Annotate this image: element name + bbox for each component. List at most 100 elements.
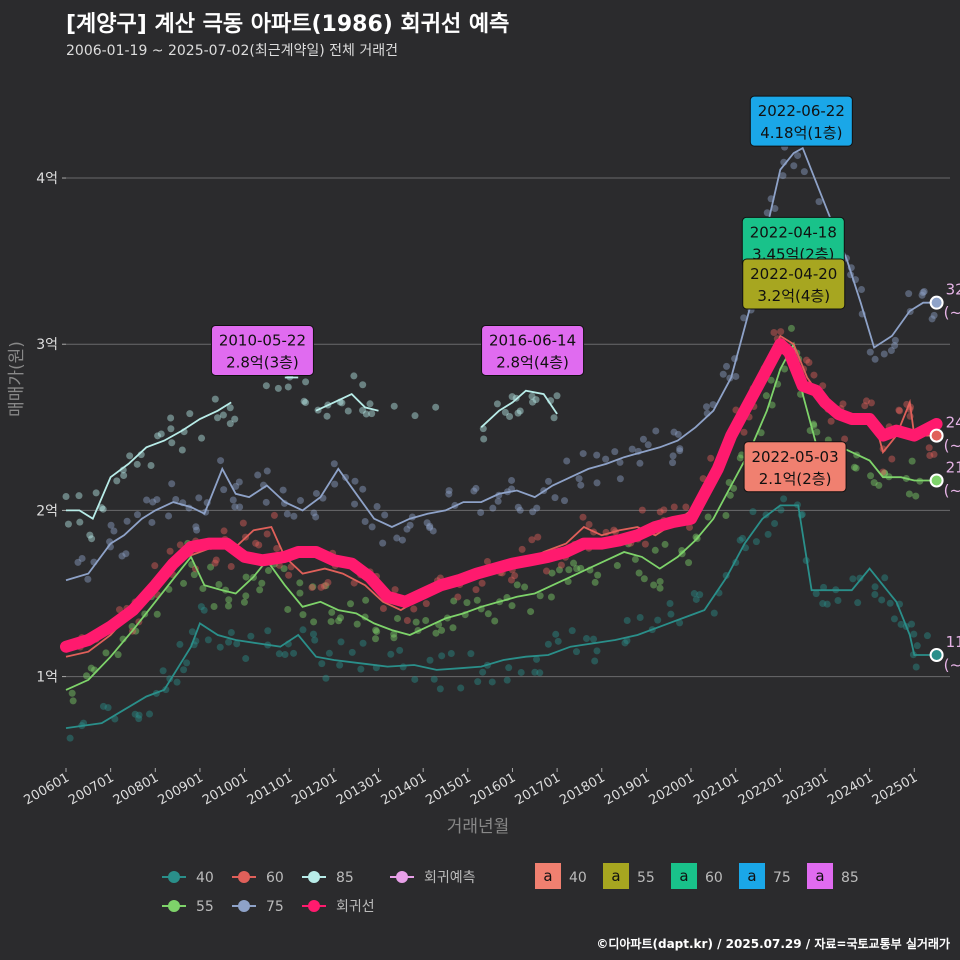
series-40-point [135, 711, 143, 719]
series-55-point [284, 605, 292, 613]
series-40-point [777, 506, 785, 514]
legend-box-glyph: a [611, 867, 620, 885]
series-85-point [274, 384, 282, 392]
series-55-point [513, 581, 521, 589]
series-40-point [336, 661, 344, 669]
series-75-point [220, 486, 228, 494]
series-75-point [78, 554, 86, 562]
series-85-point [516, 407, 524, 415]
series-40-point [104, 704, 112, 712]
legend-label: 회귀예측 [424, 870, 476, 886]
annotation-box [481, 324, 585, 376]
end-label-area: (~75㎡) [944, 304, 960, 322]
series-55-point [813, 428, 821, 436]
series-75-point [231, 503, 239, 511]
series-75-point [172, 495, 180, 503]
series-60-point [511, 572, 519, 580]
series-40-point [591, 657, 599, 665]
series-55-point [738, 451, 746, 459]
series-55-point [215, 581, 223, 589]
series-75-point [616, 458, 624, 466]
legend-box-swatch [807, 863, 833, 889]
series-55-point [258, 579, 266, 587]
series-75-point [143, 496, 151, 504]
y-tick-label: 1억 [36, 670, 58, 686]
series-60-point [707, 454, 715, 462]
series-75-point [732, 372, 740, 380]
series-60-point [660, 506, 668, 514]
series-75-point [489, 504, 497, 512]
series-85-point [432, 403, 440, 411]
series-75-point [779, 172, 787, 180]
series-40-point [488, 678, 496, 686]
series-75-point [359, 485, 367, 493]
series-40-point [531, 668, 539, 676]
legend-label: 85 [336, 870, 354, 886]
series-75-point [110, 527, 118, 535]
series-40-point [264, 627, 272, 635]
legend-label: 75 [266, 899, 284, 915]
series-40-point [589, 635, 597, 643]
series-55-point [114, 651, 122, 659]
annotation-box [742, 258, 846, 310]
series-60-point [770, 328, 778, 336]
series-40-point [886, 599, 894, 607]
series-55-point [722, 511, 730, 519]
series-60-point [926, 452, 934, 460]
series-40-point [281, 651, 289, 659]
series-40-point [299, 626, 307, 634]
series-40-point [399, 663, 407, 671]
series-55-point [353, 620, 361, 628]
series-55-point [83, 672, 91, 680]
series-75-point [472, 484, 480, 492]
end-label-area: (~60㎡) [944, 437, 960, 455]
series-75-point [312, 513, 320, 521]
series-40-point [467, 650, 475, 658]
annotation-box [743, 441, 847, 493]
series-55-point [573, 565, 581, 573]
series-55-point [757, 429, 765, 437]
series-75-point [153, 496, 161, 504]
series-85-point [501, 408, 509, 416]
x-tick-label: 201601 [468, 770, 518, 808]
series-40-point [871, 583, 879, 591]
series-75-point [508, 476, 516, 484]
series-75-point [575, 475, 583, 483]
series-40-point [159, 667, 167, 675]
series-75-point [373, 502, 381, 510]
series-75-point [165, 512, 173, 520]
series-75-point [611, 448, 619, 456]
series-40-point [430, 675, 438, 683]
series-40-point [204, 636, 212, 644]
series-55-point [225, 596, 233, 604]
series-75-point [920, 287, 928, 295]
series-85-point [532, 396, 540, 404]
series-40-point [636, 613, 644, 621]
series-75-point [470, 487, 478, 495]
series-55-point [870, 479, 878, 487]
series-60-point [867, 399, 875, 407]
series-75-point [393, 534, 401, 542]
series-40-point [290, 649, 298, 657]
series-75-point [628, 445, 636, 453]
series-85-point [514, 409, 522, 417]
series-55-point [390, 630, 398, 638]
series-55-point [372, 635, 380, 643]
series-85-point [390, 402, 398, 410]
series-60-point [403, 617, 411, 625]
series-55-point [449, 624, 457, 632]
series-40-point [913, 642, 921, 650]
series-55-point [335, 617, 343, 625]
series-85-point [302, 399, 310, 407]
series-40-point [780, 495, 788, 503]
annotation-price: 4.18억(1층) [760, 124, 842, 142]
series-60-point [805, 359, 813, 367]
series-75-point [891, 336, 899, 344]
series-60-point [410, 605, 418, 613]
series-60-point [166, 547, 174, 555]
series-40-point [749, 508, 757, 516]
series-75-point [229, 496, 237, 504]
series-55-point [730, 484, 738, 492]
series-60-point [656, 508, 664, 516]
series-55-point [310, 618, 318, 626]
